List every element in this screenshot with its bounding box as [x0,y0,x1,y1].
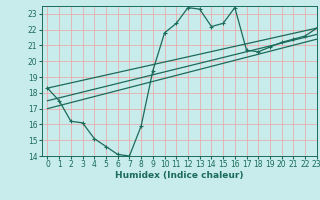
X-axis label: Humidex (Indice chaleur): Humidex (Indice chaleur) [115,171,244,180]
